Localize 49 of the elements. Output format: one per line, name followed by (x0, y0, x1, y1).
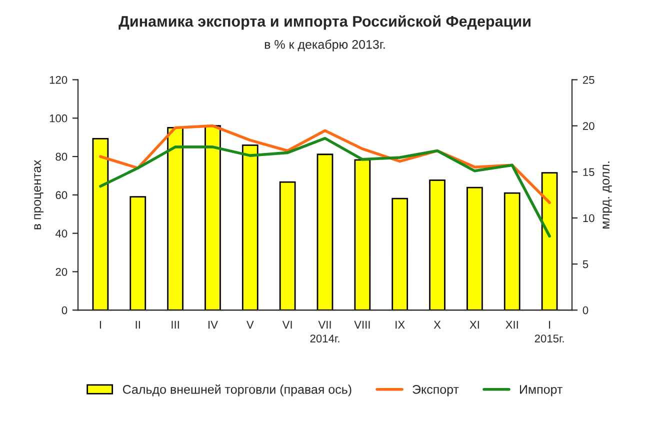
legend-label: Сальдо внешней торговли (правая ось) (122, 384, 352, 396)
bar (130, 196, 146, 310)
y2-tick-label: 0 (582, 306, 588, 314)
bar (392, 198, 408, 310)
x-tick-label: III (172, 320, 179, 329)
x-tick-label: VIII (354, 320, 370, 329)
bar (354, 159, 371, 310)
legend-label: Экспорт (412, 384, 459, 396)
y2-tick-label: 5 (582, 260, 588, 268)
bar (204, 125, 221, 310)
chart-title: Динамика экспорта и импорта Российской Федерации (118, 15, 530, 30)
text: 2014г. (310, 334, 340, 342)
y-tick-label: 20 (56, 268, 68, 276)
bar (541, 172, 558, 310)
y-axis-title: в процентах (34, 160, 44, 230)
legend-label: Импорт (520, 385, 562, 396)
bar (92, 138, 109, 310)
bar (167, 126, 184, 310)
x-tick-label: VII (318, 320, 331, 329)
bar (429, 179, 446, 310)
text: 2015г. (534, 334, 564, 342)
bar (504, 192, 520, 310)
line-series (99, 136, 551, 238)
y-tick-label: 0 (62, 306, 68, 314)
x-tick-label: I (549, 320, 550, 329)
x-tick-label: XI (470, 320, 479, 329)
x-tick-label: IX (396, 320, 405, 329)
x-tick-label: VI (282, 320, 292, 329)
x-tick-label: XII (506, 320, 518, 329)
x-tick-label: II (136, 320, 140, 329)
x-tick-label: V (246, 320, 254, 329)
bar (466, 186, 483, 310)
y2-tick-label: 25 (582, 76, 594, 84)
y-tick-label: 120 (50, 76, 68, 84)
x-tick-label: X (434, 320, 441, 329)
x-tick-label: I (100, 320, 101, 329)
y-tick-label: 100 (50, 114, 68, 122)
bar (279, 181, 296, 310)
y2-tick-label: 15 (583, 168, 594, 176)
y-tick-label: 80 (56, 152, 68, 161)
y2-axis-title: млрд. долл. (602, 162, 612, 228)
y-tick-label: 40 (55, 230, 68, 238)
bar (242, 144, 258, 310)
chart-subtitle: в % к декабрю 2013г. (264, 40, 385, 52)
x-tick-label: IV (208, 320, 218, 329)
y-tick-label: 60 (56, 191, 68, 200)
y2-tick-label: 10 (583, 214, 594, 222)
y2-tick-label: 20 (582, 122, 594, 130)
bar (316, 154, 334, 310)
